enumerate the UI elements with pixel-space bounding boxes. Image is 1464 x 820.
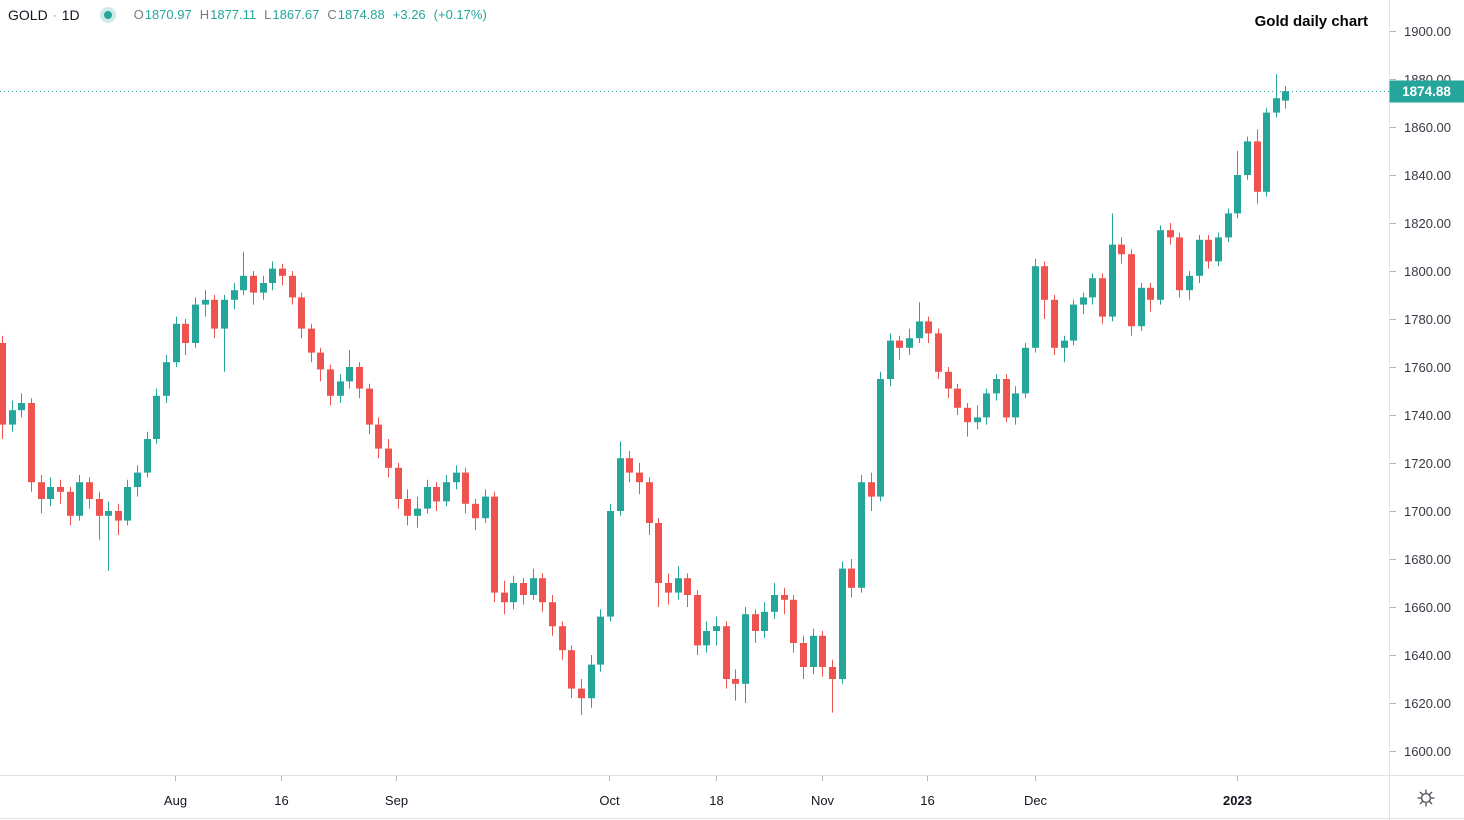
close-label: C [327, 7, 337, 22]
low-value: 1867.67 [272, 7, 320, 22]
svg-text:16: 16 [920, 793, 934, 808]
interval-separator: · [52, 8, 57, 22]
close-value: 1874.88 [337, 7, 385, 22]
svg-text:Dec: Dec [1024, 793, 1048, 808]
svg-text:18: 18 [709, 793, 723, 808]
high-label: H [199, 7, 210, 22]
high-value: 1877.11 [210, 7, 257, 22]
change-percent: (+0.17%) [433, 7, 487, 22]
svg-text:Sep: Sep [385, 793, 408, 808]
svg-text:1900.00: 1900.00 [1404, 24, 1451, 39]
svg-text:1760.00: 1760.00 [1404, 360, 1451, 375]
svg-text:2023: 2023 [1223, 793, 1252, 808]
ohlc-readout: O1870.97 H1877.11 L1867.67 C1874.88 +3.2… [134, 5, 495, 25]
svg-text:1720.00: 1720.00 [1404, 456, 1451, 471]
svg-text:Oct: Oct [599, 793, 620, 808]
svg-text:1680.00: 1680.00 [1404, 552, 1451, 567]
svg-text:1740.00: 1740.00 [1404, 408, 1451, 423]
change-value: +3.26 [392, 7, 426, 22]
svg-text:1820.00: 1820.00 [1404, 216, 1451, 231]
svg-text:1780.00: 1780.00 [1404, 312, 1451, 327]
axis-settings-button[interactable] [1406, 787, 1446, 809]
chart-annotation: Gold daily chart [1254, 13, 1368, 30]
svg-text:1874.88: 1874.88 [1402, 84, 1451, 99]
open-value: 1870.97 [144, 7, 192, 22]
candles-layer [0, 74, 1289, 715]
svg-text:1600.00: 1600.00 [1404, 744, 1451, 759]
svg-text:1660.00: 1660.00 [1404, 600, 1451, 615]
svg-text:1640.00: 1640.00 [1404, 648, 1451, 663]
svg-text:1800.00: 1800.00 [1404, 264, 1451, 279]
low-label: L [264, 7, 272, 22]
gear-icon [1417, 789, 1435, 807]
svg-text:1620.00: 1620.00 [1404, 696, 1451, 711]
svg-text:1700.00: 1700.00 [1404, 504, 1451, 519]
market-status-icon [103, 11, 112, 19]
interval-label[interactable]: 1D [61, 7, 80, 23]
open-label: O [133, 7, 144, 22]
svg-text:1860.00: 1860.00 [1404, 120, 1451, 135]
svg-text:1840.00: 1840.00 [1404, 168, 1451, 183]
symbol-legend[interactable]: GOLD · 1D O1870.97 H1877.11 L1867.67 C18… [8, 5, 495, 25]
last-price-badge: 1874.88 [1389, 80, 1464, 103]
price-axis[interactable]: 1900.001880.001860.001840.001820.001800.… [1390, 24, 1451, 759]
symbol-name[interactable]: GOLD [8, 7, 48, 23]
svg-text:Nov: Nov [811, 793, 835, 808]
svg-text:Aug: Aug [164, 793, 187, 808]
svg-text:16: 16 [274, 793, 288, 808]
time-axis[interactable]: Aug 16 Sep Oct 18 Nov 16 Dec 2023 [164, 776, 1252, 808]
